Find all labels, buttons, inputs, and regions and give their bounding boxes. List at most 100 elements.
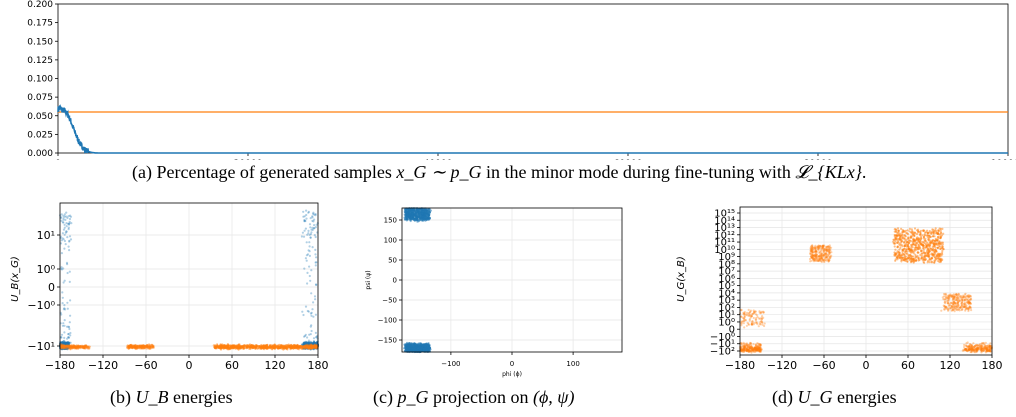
scatter-point xyxy=(134,345,137,348)
scatter-point xyxy=(73,347,76,350)
scatter-point xyxy=(828,251,831,254)
scatter-point xyxy=(301,310,304,313)
scatter-point xyxy=(272,344,275,347)
caption-a: (a) Percentage of generated samples x_G … xyxy=(132,162,867,182)
scatter-point xyxy=(821,254,825,257)
scatter-point xyxy=(78,345,81,348)
scatter-point xyxy=(312,220,315,223)
scatter-point xyxy=(62,345,65,348)
scatter-point xyxy=(309,312,312,315)
x-tick-label: 0 xyxy=(186,359,193,372)
x-tick-label: 0 xyxy=(510,360,514,368)
scatter-point xyxy=(66,301,69,304)
scatter-point xyxy=(422,219,425,222)
scatter-point xyxy=(79,345,82,348)
scatter-point xyxy=(818,258,821,261)
scatter-point xyxy=(309,217,312,220)
scatter-point xyxy=(74,346,77,349)
scatter-point xyxy=(303,218,306,222)
scatter-point xyxy=(67,347,70,350)
scatter-point xyxy=(937,229,940,232)
scatter-point xyxy=(63,336,66,339)
scatter-point xyxy=(892,242,895,245)
scatter-point xyxy=(60,266,63,269)
x-tick-label: −60 xyxy=(134,359,157,372)
scatter-point xyxy=(313,343,316,346)
scatter-point xyxy=(302,215,305,218)
scatter-point xyxy=(82,345,86,348)
scatter-point xyxy=(75,347,79,350)
scatter-point xyxy=(309,279,312,282)
scatter-point xyxy=(825,249,828,252)
scatter-point xyxy=(310,329,313,333)
scatter-point xyxy=(77,345,80,348)
scatter-point xyxy=(63,247,66,250)
scatter-point xyxy=(64,243,67,246)
scatter-point xyxy=(84,344,87,347)
scatter-point xyxy=(285,347,288,350)
scatter-point xyxy=(281,345,284,348)
scatter-point xyxy=(76,345,79,348)
scatter-point xyxy=(808,257,812,261)
scatter-point xyxy=(304,342,307,345)
scatter-point xyxy=(810,255,813,258)
scatter-point xyxy=(85,344,88,347)
scatter-point xyxy=(67,226,70,229)
scatter-point xyxy=(934,227,937,230)
scatter-point xyxy=(72,344,75,347)
scatter-point xyxy=(308,245,311,248)
scatter-point xyxy=(63,239,66,243)
scatter-point xyxy=(304,334,307,338)
scatter-point xyxy=(72,346,75,349)
scatter-point xyxy=(70,345,73,348)
scatter-point xyxy=(77,344,80,347)
scatter-point xyxy=(60,346,63,349)
scatter-point xyxy=(410,210,413,213)
scatter-point xyxy=(245,345,248,348)
scatter-point xyxy=(66,307,69,310)
scatter-point xyxy=(285,344,288,347)
scatter-point xyxy=(314,235,317,239)
scatter-point xyxy=(234,346,237,349)
scatter-point xyxy=(64,345,67,348)
x-tick-label: 100 xyxy=(566,360,579,368)
scatter-point xyxy=(83,346,86,349)
scatter-point xyxy=(810,249,813,252)
scatter-point xyxy=(68,321,71,324)
scatter-point xyxy=(78,345,81,348)
scatter-point xyxy=(408,347,411,350)
scatter-point xyxy=(87,347,91,350)
scatter-point xyxy=(298,345,301,349)
scatter-point xyxy=(63,339,66,342)
scatter-point xyxy=(71,346,74,349)
scatter-point xyxy=(68,235,72,238)
scatter-point xyxy=(313,234,316,237)
scatter-point xyxy=(65,261,69,264)
scatter-point xyxy=(926,249,929,252)
scatter-point xyxy=(406,218,409,221)
scatter-point xyxy=(308,254,311,257)
scatter-point xyxy=(65,215,68,218)
scatter-point xyxy=(266,347,269,350)
scatter-point xyxy=(62,346,65,349)
scatter-point xyxy=(65,347,68,350)
scatter-point xyxy=(66,263,69,266)
scatter-point xyxy=(896,237,899,241)
scatter-point xyxy=(69,346,72,349)
scatter-point xyxy=(61,232,64,235)
scatter-point xyxy=(68,220,71,223)
scatter-point xyxy=(74,346,77,349)
scatter-point xyxy=(311,215,314,218)
scatter-point xyxy=(62,345,65,348)
scatter-point xyxy=(74,346,78,349)
scatter-point xyxy=(314,283,318,286)
scatter-point xyxy=(225,344,228,348)
scatter-point xyxy=(59,267,63,270)
scatter-point xyxy=(72,345,75,348)
scatter-point xyxy=(311,219,314,222)
scatter-point xyxy=(295,344,298,348)
scatter-point xyxy=(65,225,68,228)
scatter-point xyxy=(309,236,312,239)
scatter-point xyxy=(308,274,311,278)
